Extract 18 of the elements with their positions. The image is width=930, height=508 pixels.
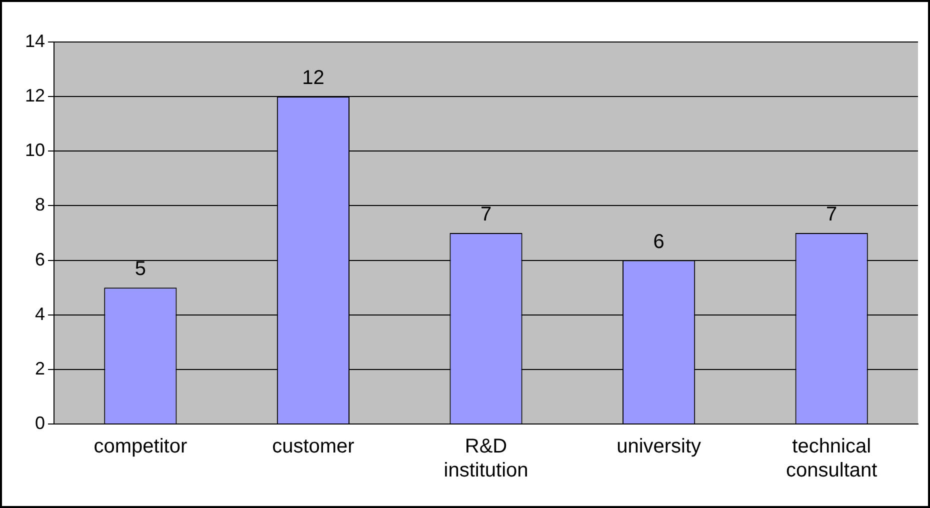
y-tick-label: 2 — [35, 358, 46, 378]
y-tick-label: 12 — [24, 86, 46, 106]
y-tick-label: 0 — [35, 412, 46, 433]
data-label: 5 — [134, 258, 146, 280]
x-tick-label: university — [616, 436, 702, 458]
x-tick-label: R&D institution — [444, 436, 528, 482]
data-label: 7 — [480, 204, 492, 226]
x-tick-label: technical consultant — [786, 436, 878, 482]
data-label: 12 — [302, 67, 324, 90]
y-tick-label: 4 — [35, 304, 46, 324]
x-tick-label: competitor — [94, 436, 188, 458]
y-tick-label: 8 — [35, 194, 46, 215]
x-tick-label: customer — [272, 436, 355, 458]
data-label: 7 — [826, 204, 838, 226]
y-tick-label: 10 — [24, 140, 46, 160]
data-label: 6 — [653, 230, 664, 253]
y-tick-label: 14 — [24, 30, 46, 51]
y-tick-label: 6 — [35, 249, 46, 270]
